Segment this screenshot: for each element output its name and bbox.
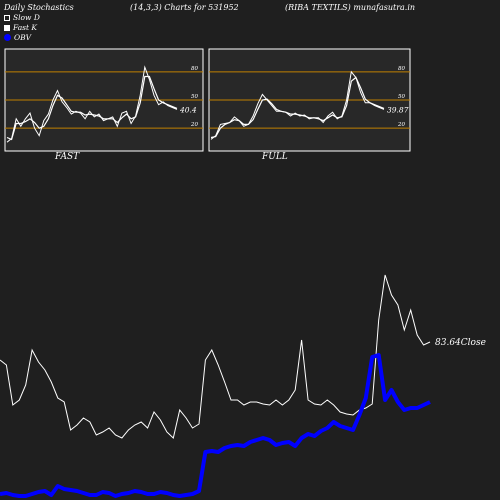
legend-swatch-fast-k bbox=[4, 24, 10, 31]
obv-series-line bbox=[0, 353, 431, 498]
legend-label-obv: OBV bbox=[14, 33, 32, 42]
price-series-line bbox=[0, 274, 431, 439]
full-panel-title: FULL bbox=[262, 152, 288, 162]
full-last-value-label: 39.87 bbox=[387, 105, 409, 114]
legend-label-slow-d: Slow D bbox=[13, 13, 40, 22]
full-level-label-80: 80 bbox=[398, 66, 405, 72]
full-level-label-20: 20 bbox=[397, 122, 405, 128]
legend-swatch-slow-d bbox=[4, 14, 10, 21]
fast-level-label-80: 80 bbox=[191, 66, 198, 72]
legend-item-obv: OBV bbox=[4, 33, 31, 42]
full-series-slow-d bbox=[210, 76, 385, 139]
fast-series-slow-d bbox=[6, 75, 178, 141]
chart-params: (14,3,3) Charts for 531952 bbox=[130, 3, 239, 12]
fast-level-label-20: 20 bbox=[190, 122, 198, 128]
close-value-label: 83.64Close bbox=[435, 338, 486, 348]
company-label: (RIBA TEXTILS) munafasutra.in bbox=[285, 3, 416, 12]
fast-panel-title: FAST bbox=[55, 152, 80, 162]
legend-item-slow-d: Slow D bbox=[4, 13, 40, 22]
fast-level-label-50: 50 bbox=[191, 94, 198, 100]
legend-swatch-obv bbox=[4, 34, 11, 41]
fast-last-value-label: 40.4 bbox=[179, 105, 197, 114]
legend-item-fast-k: Fast K bbox=[4, 23, 37, 32]
full-level-label-50: 50 bbox=[398, 94, 405, 100]
legend-label-fast-k: Fast K bbox=[13, 23, 38, 32]
chart-title: Daily Stochastics bbox=[4, 3, 74, 12]
